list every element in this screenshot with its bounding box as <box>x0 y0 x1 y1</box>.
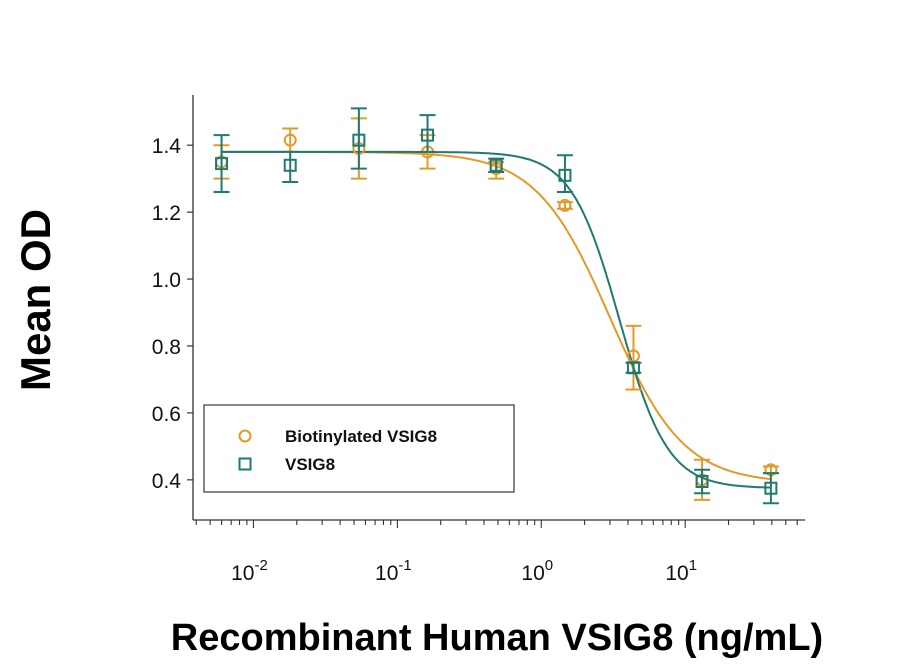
legend-label: Biotinylated VSIG8 <box>285 427 437 446</box>
data-points <box>213 107 779 505</box>
data-point <box>421 128 435 142</box>
y-tick-label: 0.8 <box>152 336 181 359</box>
data-point <box>352 133 366 147</box>
legend-marker-circle <box>238 429 252 443</box>
legend: Biotinylated VSIG8 VSIG8 <box>203 404 515 493</box>
legend-marker-square <box>238 457 252 471</box>
data-point <box>626 361 640 375</box>
y-tick-label: 1.4 <box>152 135 182 158</box>
x-axis-label: Recombinant Human VSIG8 (ng/mL) <box>171 617 823 659</box>
data-point <box>558 168 572 182</box>
legend-label: VSIG8 <box>285 455 335 474</box>
y-axis-label: Mean OD <box>12 209 59 391</box>
legend-box <box>203 404 515 493</box>
data-point <box>283 158 297 172</box>
x-tick-label: 10-2 <box>231 557 268 585</box>
data-point <box>764 481 778 495</box>
data-point <box>558 198 572 212</box>
y-tick-label: 0.4 <box>152 470 182 493</box>
data-point <box>215 157 229 171</box>
x-tick-label: 101 <box>665 557 697 585</box>
x-tick-label: 100 <box>521 557 553 585</box>
axes: 0.4 0.6 0.8 1.0 1.2 1.4 10-2 10-1 100 101 <box>152 95 805 585</box>
y-tick-label: 0.6 <box>152 403 181 426</box>
y-tick-label: 1.2 <box>152 202 181 225</box>
data-point <box>489 158 503 172</box>
fit-curve-vsig8 <box>221 150 771 489</box>
data-point <box>695 475 709 489</box>
y-tick-label: 1.0 <box>152 269 181 292</box>
data-point <box>283 133 297 147</box>
x-tick-label: 10-1 <box>375 557 412 585</box>
